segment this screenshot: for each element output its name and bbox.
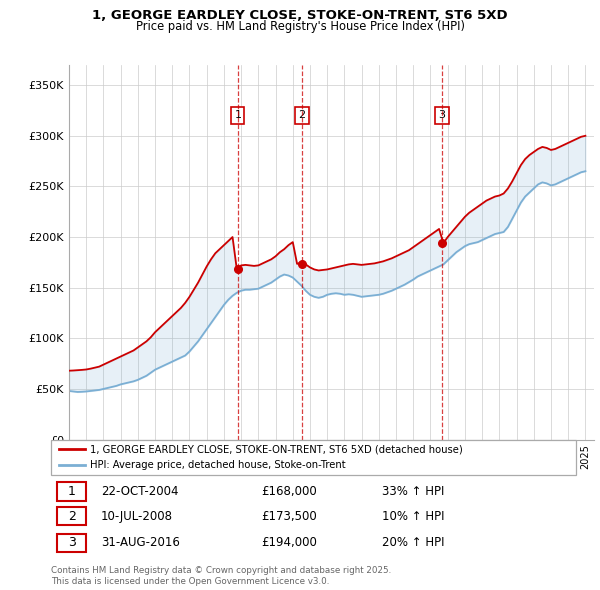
Text: £168,000: £168,000 [261, 485, 317, 498]
Text: Price paid vs. HM Land Registry's House Price Index (HPI): Price paid vs. HM Land Registry's House … [136, 20, 464, 33]
FancyBboxPatch shape [58, 483, 86, 500]
Text: 22-OCT-2004: 22-OCT-2004 [101, 485, 178, 498]
Text: £173,500: £173,500 [261, 510, 317, 523]
FancyBboxPatch shape [51, 440, 576, 475]
Text: 20% ↑ HPI: 20% ↑ HPI [382, 536, 444, 549]
Text: 3: 3 [439, 110, 446, 120]
Text: 1, GEORGE EARDLEY CLOSE, STOKE-ON-TRENT, ST6 5XD: 1, GEORGE EARDLEY CLOSE, STOKE-ON-TRENT,… [92, 9, 508, 22]
Text: 33% ↑ HPI: 33% ↑ HPI [382, 485, 444, 498]
Text: 10-JUL-2008: 10-JUL-2008 [101, 510, 173, 523]
Text: 3: 3 [68, 536, 76, 549]
Text: This data is licensed under the Open Government Licence v3.0.: This data is licensed under the Open Gov… [51, 577, 329, 586]
Text: 2: 2 [68, 510, 76, 523]
Text: 1: 1 [68, 485, 76, 498]
Text: Contains HM Land Registry data © Crown copyright and database right 2025.: Contains HM Land Registry data © Crown c… [51, 566, 391, 575]
FancyBboxPatch shape [58, 507, 86, 525]
Text: £194,000: £194,000 [261, 536, 317, 549]
Text: 1, GEORGE EARDLEY CLOSE, STOKE-ON-TRENT, ST6 5XD (detached house): 1, GEORGE EARDLEY CLOSE, STOKE-ON-TRENT,… [91, 444, 463, 454]
Text: 10% ↑ HPI: 10% ↑ HPI [382, 510, 444, 523]
Text: HPI: Average price, detached house, Stoke-on-Trent: HPI: Average price, detached house, Stok… [91, 460, 346, 470]
FancyBboxPatch shape [58, 533, 86, 552]
Text: 31-AUG-2016: 31-AUG-2016 [101, 536, 180, 549]
Text: 1: 1 [235, 110, 241, 120]
Text: 2: 2 [298, 110, 305, 120]
